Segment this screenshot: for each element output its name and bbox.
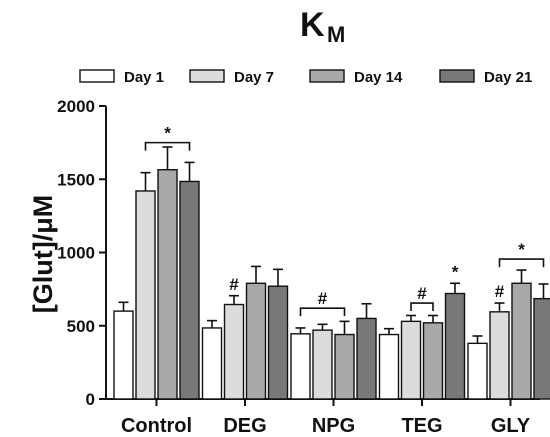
significance-mark-3: #: [417, 284, 427, 303]
y-axis-label: [Glut]/μM: [28, 195, 58, 313]
bar-deg-day-1: [201, 327, 223, 400]
legend-swatch-day-7: [189, 69, 225, 83]
bars: [113, 146, 550, 400]
significance-bracket-2: [299, 307, 346, 317]
bar-teg-day-14: [422, 322, 444, 400]
significance-bracket-0: [144, 141, 191, 151]
legend-swatch-day-1: [79, 69, 115, 83]
bar-teg-day-7: [400, 320, 422, 400]
significance-mark-1: #: [229, 275, 239, 294]
y-tick-label-500: 500: [67, 317, 95, 336]
chart-title: K M: [300, 6, 345, 47]
x-tick-label-teg: TEG: [401, 415, 442, 437]
significance-mark-4: *: [452, 262, 459, 281]
axes: 0 500 1000 1500 2000 Control DEG NPG TEG GLY: [57, 97, 540, 437]
y-tick-label-0: 0: [86, 390, 95, 409]
legend-swatch-day-21: [439, 69, 475, 83]
x-tick-label-gly: GLY: [491, 415, 531, 437]
significance-mark-5: #: [495, 282, 505, 301]
bar-control-day-21: [179, 180, 200, 400]
significance-bracket-6: [498, 258, 545, 268]
bar-teg-day-1: [378, 333, 400, 400]
significance-mark-6: *: [518, 240, 525, 259]
y-tick-label-2000: 2000: [57, 97, 95, 116]
bar-npg-day-7: [312, 329, 333, 400]
legend-label-day-14: Day 14: [354, 69, 403, 86]
y-tick-label-1500: 1500: [57, 170, 95, 189]
bar-control-day-1: [113, 310, 134, 400]
x-tick-label-deg: DEG: [223, 415, 266, 437]
bar-gly-day-21: [533, 297, 550, 400]
legend-label-day-21: Day 21: [484, 69, 532, 86]
annotations: * # # # * # *: [144, 124, 545, 317]
bar-control-day-14: [157, 169, 178, 400]
bar-control-day-7: [135, 190, 156, 400]
x-tick-label-npg: NPG: [312, 415, 355, 437]
significance-mark-0: *: [164, 124, 171, 143]
x-tick-label-control: Control: [121, 415, 192, 437]
y-tick-label-1000: 1000: [57, 244, 95, 263]
legend-swatch-day-14: [309, 69, 345, 83]
bar-gly-day-14: [511, 282, 532, 400]
bar-deg-day-21: [267, 285, 289, 400]
significance-mark-2: #: [318, 289, 328, 308]
bar-gly-day-1: [467, 342, 488, 400]
legend-label-day-1: Day 1: [124, 69, 164, 86]
chart-title-text: K: [300, 6, 325, 44]
bar-deg-day-7: [223, 303, 245, 400]
bar-gly-day-7: [489, 311, 510, 400]
bar-teg-day-21: [444, 292, 466, 400]
bar-npg-day-21: [356, 317, 377, 400]
legend-label-day-7: Day 7: [234, 69, 274, 86]
bar-npg-day-1: [290, 333, 311, 400]
legend: Day 1 Day 7 Day 14 Day 21: [79, 69, 532, 86]
bar-deg-day-14: [245, 282, 267, 400]
significance-bracket-3: [410, 302, 434, 312]
bar-npg-day-14: [334, 333, 355, 400]
chart-title-subscript: M: [327, 22, 345, 47]
